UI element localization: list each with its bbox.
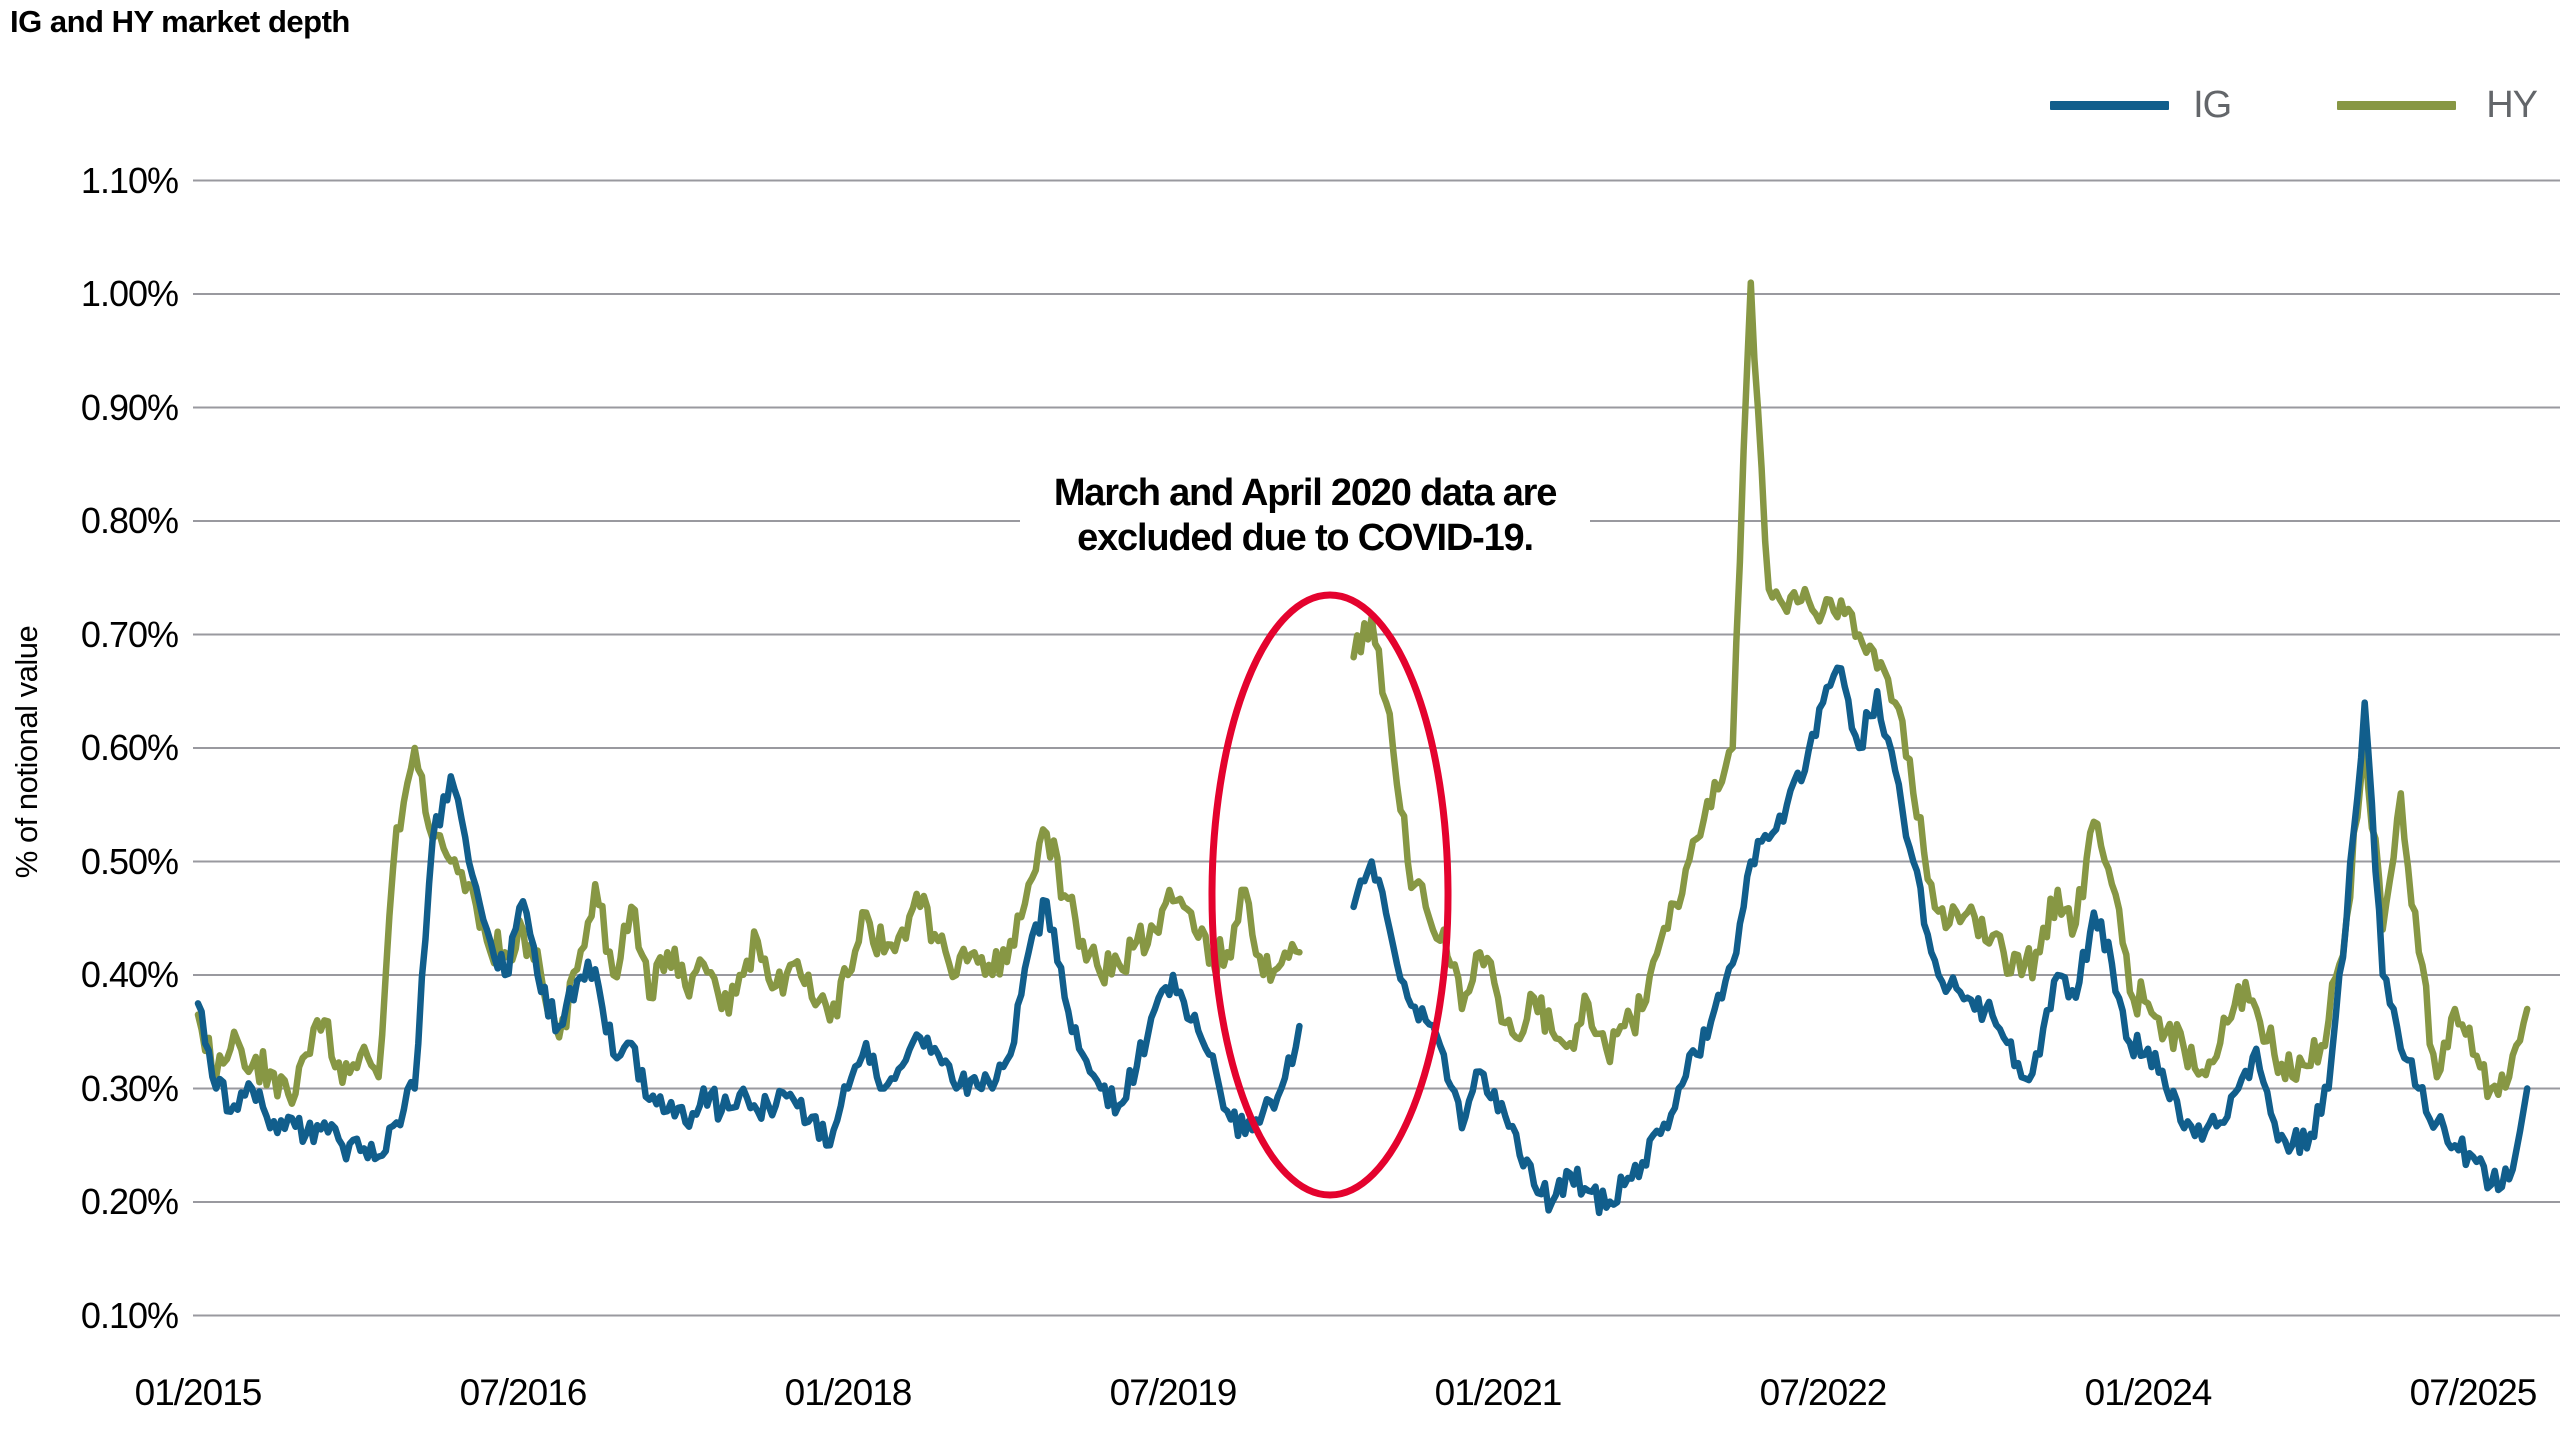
y-tick-label: 1.10% [80,159,179,201]
series-lines [194,279,2531,1217]
covid-annotation-line1: March and April 2020 data are [1053,472,1558,514]
y-tick-label: 0.30% [80,1067,179,1109]
hy-line [194,279,2531,1107]
chart-title: IG and HY market depth [10,4,350,39]
y-tick-label: 0.90% [80,386,179,428]
covid-annotation-line2: excluded due to COVID-19. [1077,517,1534,559]
y-tick-label: 0.70% [80,613,179,655]
x-tick-label: 07/2019 [1109,1372,1238,1413]
y-tick-label: 0.80% [80,500,179,541]
legend-label-ig: IG [2193,83,2232,126]
covid-highlight-ellipse [1208,591,1452,1199]
y-tick-label: 0.40% [80,954,179,995]
ig-line [194,664,2531,1217]
y-tick-label: 1.00% [80,273,179,314]
x-tick-label: 07/2016 [459,1372,588,1413]
hy-line-swatch [2337,100,2457,110]
x-tick-label: 01/2015 [134,1372,263,1413]
x-tick-label: 01/2018 [784,1372,913,1413]
ig-line-swatch [2050,100,2170,110]
y-tick-label: 0.50% [80,840,179,882]
x-tick-label: 07/2022 [1759,1372,1888,1413]
covid-annotation: March and April 2020 data are excluded d… [1020,469,1590,563]
x-tick-label: 01/2021 [1434,1372,1563,1413]
legend-label-hy: HY [2486,83,2538,126]
x-tick-label: 01/2024 [2084,1372,2213,1413]
legend: IG HY [2050,83,2538,126]
gridlines [193,179,2560,1317]
y-tick-label: 0.10% [80,1294,179,1336]
y-tick-label: 0.20% [80,1181,179,1222]
x-tick-label: 07/2025 [2409,1372,2538,1413]
y-tick-label: 0.60% [80,727,179,768]
